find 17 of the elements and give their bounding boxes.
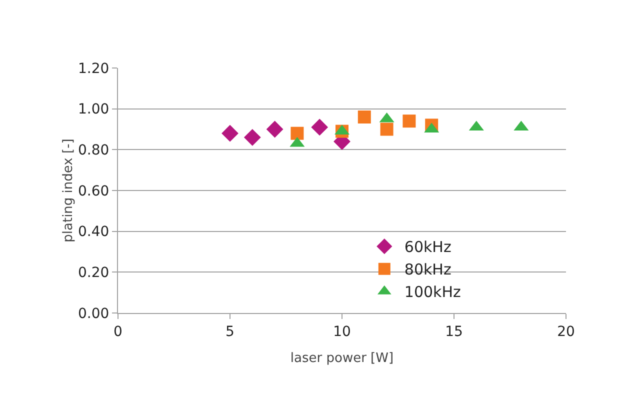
x-tick-label: 10: [333, 324, 351, 340]
x-axis-title: laser power [W]: [290, 351, 394, 366]
y-tick-label: 1.20: [78, 60, 110, 77]
legend-label: 60kHz: [404, 238, 452, 256]
x-tick-label: 0: [114, 324, 122, 340]
y-tick-label: 0.00: [78, 306, 110, 322]
legend-label: 100kHz: [404, 283, 461, 302]
y-tick-label: 0.40: [78, 224, 110, 240]
y-tick-label: 0.80: [78, 142, 110, 159]
y-axis-title: plating index [-]: [61, 138, 76, 242]
x-tick-label: 15: [445, 324, 463, 340]
y-tick-label: 0.60: [78, 183, 110, 200]
x-tick-label: 20: [557, 324, 575, 340]
legend-label: 80kHz: [404, 260, 452, 279]
y-tick-label: 0.20: [78, 265, 110, 282]
y-tick-label: 1.00: [78, 102, 110, 118]
x-tick-label: 5: [226, 324, 234, 340]
